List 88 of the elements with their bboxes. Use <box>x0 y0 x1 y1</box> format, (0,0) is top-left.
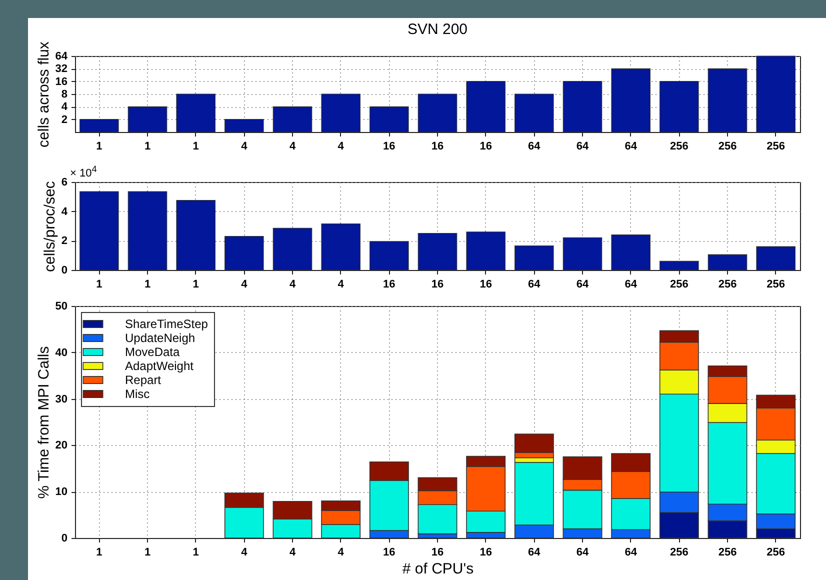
y-tick-label: 32 <box>55 63 68 76</box>
y-tick-label: 0 <box>61 532 68 544</box>
x-tick-label: 4 <box>289 546 296 558</box>
y-tick-label: 8 <box>61 88 68 100</box>
x-tick-label: 16 <box>383 278 396 290</box>
x-tick-label: 64 <box>624 278 638 290</box>
x-tick-label: 4 <box>241 140 248 152</box>
x-tick-label: 16 <box>480 140 492 152</box>
x-tick-label: 64 <box>624 546 638 558</box>
bar <box>224 236 264 270</box>
y-tick-label: 16 <box>55 76 68 88</box>
x-tick-label: 1 <box>144 278 151 290</box>
x-tick-label: 64 <box>576 140 590 152</box>
text: × 10$^{4}$ <box>70 164 97 180</box>
legend-label: Misc <box>125 387 150 401</box>
x-tick-label: 64 <box>528 140 542 152</box>
bar <box>514 246 554 270</box>
x-tick-label: 256 <box>670 546 688 558</box>
x-tick-label: 1 <box>192 278 199 290</box>
y-axis-title: cells/proc/sec <box>41 180 58 272</box>
bar <box>611 234 650 270</box>
chart-title: SVN 200 <box>407 21 468 38</box>
x-tick-label: 1 <box>192 546 199 558</box>
bar <box>321 224 360 270</box>
y-tick-label: 64 <box>55 50 68 62</box>
x-tick-label: 1 <box>96 140 102 152</box>
x-tick-label: 16 <box>431 140 444 152</box>
y-axis-title: % Time from MPI Calls <box>35 346 52 499</box>
x-tick-label: 256 <box>718 278 737 290</box>
x-tick-label: 64 <box>528 546 542 558</box>
y-axis-title: cells across flux <box>35 41 52 148</box>
legend-label: AdaptWeight <box>125 359 194 373</box>
y-tick-label: 30 <box>55 393 68 406</box>
y-tick-label: 2 <box>61 114 68 126</box>
y-tick-label: 0 <box>61 264 68 276</box>
x-tick-label: 256 <box>670 278 688 290</box>
x-tick-label: 4 <box>338 140 345 152</box>
x-tick-label: 1 <box>96 546 102 558</box>
x-tick-label: 256 <box>766 140 786 152</box>
x-tick-label: 16 <box>480 546 492 558</box>
x-tick-label: 16 <box>431 546 444 558</box>
x-tick-label: 16 <box>383 140 396 152</box>
bar <box>466 232 506 270</box>
y-tick-label: 10 <box>55 486 68 498</box>
y-tick-label: 4 <box>61 206 68 218</box>
x-tick-label: 4 <box>338 546 345 558</box>
bar <box>370 241 409 270</box>
bar <box>418 233 458 270</box>
bar <box>176 200 216 270</box>
bar <box>660 260 699 270</box>
bar <box>80 191 119 270</box>
x-tick-label: 256 <box>670 140 688 152</box>
x-tick-label: 256 <box>766 278 786 290</box>
x-tick-label: 64 <box>528 278 542 290</box>
x-tick-label: 4 <box>241 278 248 290</box>
x-tick-label: 64 <box>576 546 590 558</box>
legend-label: Repart <box>125 373 162 387</box>
x-tick-label: 1 <box>192 140 199 152</box>
y-tick-label: 20 <box>55 440 68 452</box>
legend-label: UpdateNeigh <box>125 331 196 345</box>
x-tick-label: 256 <box>718 140 737 152</box>
x-tick-label: 4 <box>289 140 296 152</box>
x-axis-title: # of CPU's <box>402 560 474 578</box>
x-tick-label: 4 <box>241 546 248 558</box>
x-tick-label: 4 <box>289 278 296 290</box>
bar <box>562 237 602 270</box>
bar <box>128 191 168 270</box>
x-tick-label: 1 <box>144 140 151 152</box>
legend-label: ShareTimeStep <box>125 317 208 331</box>
x-tick-label: 16 <box>383 546 396 558</box>
y-tick-label: 50 <box>55 300 68 312</box>
x-tick-label: 4 <box>338 278 345 290</box>
y-tick-label: 2 <box>61 235 68 248</box>
x-tick-label: 1 <box>144 546 151 558</box>
y-tick-label: 6 <box>61 176 68 188</box>
x-tick-label: 16 <box>431 278 444 290</box>
y-tick-label: 4 <box>61 101 68 114</box>
x-tick-label: 256 <box>718 546 737 558</box>
legend-label: MoveData <box>125 345 180 359</box>
y-tick-label: 40 <box>55 346 68 359</box>
x-tick-label: 256 <box>766 546 786 558</box>
bar <box>272 228 312 270</box>
x-tick-label: 16 <box>480 278 492 290</box>
x-tick-label: 1 <box>96 278 102 290</box>
x-tick-label: 64 <box>624 140 638 152</box>
bar <box>756 246 796 270</box>
x-tick-label: 64 <box>576 278 590 290</box>
bar <box>708 254 748 270</box>
